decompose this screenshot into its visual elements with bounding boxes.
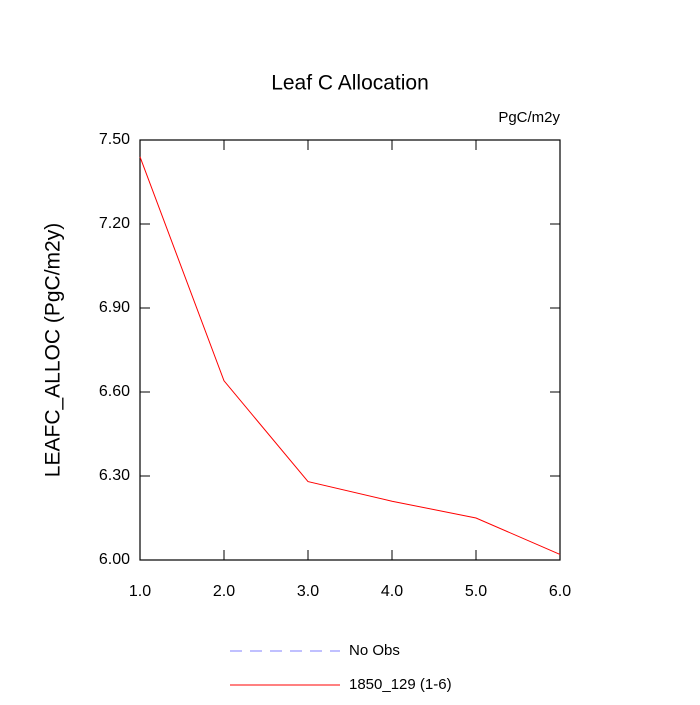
y-tick-label: 6.30	[99, 467, 130, 484]
y-tick-label: 7.20	[99, 215, 130, 232]
y-tick-label: 7.50	[99, 131, 130, 148]
chart-title: Leaf C Allocation	[271, 72, 429, 95]
series-line	[139, 156, 561, 555]
x-tick-label: 5.0	[465, 583, 487, 600]
y-tick-label: 6.00	[99, 551, 130, 568]
x-tick-label: 6.0	[549, 583, 571, 600]
units-label: PgC/m2y	[498, 109, 560, 126]
y-axis-label: LEAFC_ALLOC (PgC/m2y)	[42, 223, 65, 477]
legend-label: No Obs	[349, 642, 400, 659]
legend-label: 1850_129 (1-6)	[349, 676, 452, 693]
x-tick-label: 4.0	[381, 583, 403, 600]
x-tick-label: 2.0	[213, 583, 235, 600]
plot-frame	[139, 139, 561, 561]
x-tick-label: 3.0	[297, 583, 319, 600]
x-tick-label: 1.0	[129, 583, 151, 600]
y-tick-label: 6.60	[99, 383, 130, 400]
y-tick-label: 6.90	[99, 299, 130, 316]
